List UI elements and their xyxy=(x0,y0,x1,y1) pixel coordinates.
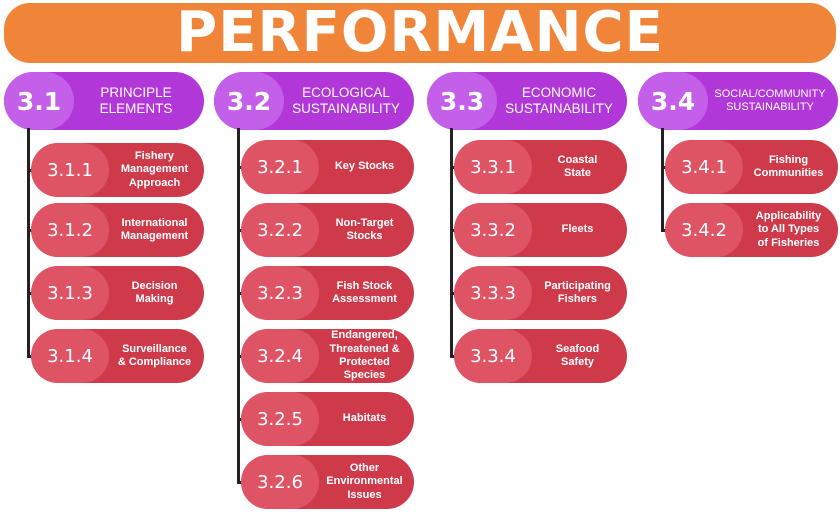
item-3-2-1: 3.2.1 Key Stocks xyxy=(241,140,414,194)
column-social-community-sustainability: 3.4 Social/Community Sustainability 3.4.… xyxy=(638,72,838,512)
item-3-4-1: 3.4.1 Fishing Communities xyxy=(665,140,838,194)
item-label: Applicability to All Types of Fisheries xyxy=(755,209,822,249)
column-economic-sustainability: 3.3 Economic Sustainability 3.3.1 Coasta… xyxy=(427,72,627,512)
column-header: 3.1 Principle Elements xyxy=(4,72,204,130)
item-3-1-4: 3.1.4 Surveillance & Compliance xyxy=(31,329,204,383)
item-code: 3.4.2 xyxy=(665,203,743,257)
item-label: Key Stocks xyxy=(334,160,395,173)
column-header: 3.2 Ecological Sustainability xyxy=(214,72,414,130)
item-label: Fishery Management Approach xyxy=(120,149,189,189)
item-label: International Management xyxy=(120,216,189,242)
item-label: Fish Stock Assessment xyxy=(332,279,397,305)
item-3-3-1: 3.3.1 Coastal State xyxy=(454,140,627,194)
item-label: Decision Making xyxy=(131,279,178,305)
item-label: Surveillance & Compliance xyxy=(117,342,192,368)
performance-banner: PERFORMANCE xyxy=(4,3,836,63)
item-3-2-2: 3.2.2 Non-Target Stocks xyxy=(241,203,414,257)
item-label: Non-Target Stocks xyxy=(335,216,394,242)
connector-line xyxy=(27,128,30,358)
item-3-2-5: 3.2.5 Habitats xyxy=(241,392,414,446)
item-3-1-2: 3.1.2 International Management xyxy=(31,203,204,257)
item-label: Other Environmental Issues xyxy=(326,461,403,501)
item-code: 3.3.1 xyxy=(454,140,532,194)
item-label: Fishing Communities xyxy=(753,153,824,179)
column-label: Ecological Sustainability xyxy=(292,84,400,116)
connector-line xyxy=(237,128,240,484)
column-code: 3.2 xyxy=(214,72,284,130)
column-header: 3.4 Social/Community Sustainability xyxy=(638,72,838,130)
column-label: Economic Sustainability xyxy=(505,84,613,116)
item-3-3-3: 3.3.3 Participating Fishers xyxy=(454,266,627,320)
column-label: Social/Community Sustainability xyxy=(714,87,826,113)
item-label: Participating Fishers xyxy=(544,279,611,305)
item-3-3-4: 3.3.4 Seafood Safety xyxy=(454,329,627,383)
item-3-2-4: 3.2.4 Endangered, Threatened & Protected… xyxy=(241,329,414,383)
item-code: 3.1.3 xyxy=(31,266,109,320)
item-label: Coastal State xyxy=(557,153,598,179)
item-3-3-2: 3.3.2 Fleets xyxy=(454,203,627,257)
item-label: Seafood Safety xyxy=(555,342,600,368)
connector-line xyxy=(450,128,453,358)
item-3-2-3: 3.2.3 Fish Stock Assessment xyxy=(241,266,414,320)
column-code: 3.4 xyxy=(638,72,708,130)
item-3-1-1: 3.1.1 Fishery Management Approach xyxy=(31,143,204,197)
item-code: 3.2.1 xyxy=(241,140,319,194)
item-label: Habitats xyxy=(342,412,387,425)
item-code: 3.1.4 xyxy=(31,329,109,383)
item-code: 3.2.3 xyxy=(241,266,319,320)
item-code: 3.2.6 xyxy=(241,455,319,509)
item-3-1-3: 3.1.3 Decision Making xyxy=(31,266,204,320)
item-code: 3.4.1 xyxy=(665,140,743,194)
item-3-2-6: 3.2.6 Other Environmental Issues xyxy=(241,455,414,509)
banner-title: PERFORMANCE xyxy=(176,0,664,65)
item-code: 3.1.2 xyxy=(31,203,109,257)
item-3-4-2: 3.4.2 Applicability to All Types of Fish… xyxy=(665,203,838,257)
column-principle-elements: 3.1 Principle Elements 3.1.1 Fishery Man… xyxy=(4,72,204,512)
item-label: Endangered, Threatened & Protected Speci… xyxy=(329,329,400,382)
item-code: 3.2.2 xyxy=(241,203,319,257)
column-header: 3.3 Economic Sustainability xyxy=(427,72,627,130)
item-code: 3.2.5 xyxy=(241,392,319,446)
column-code: 3.1 xyxy=(4,72,74,130)
item-code: 3.3.4 xyxy=(454,329,532,383)
item-code: 3.2.4 xyxy=(241,329,319,383)
item-code: 3.3.3 xyxy=(454,266,532,320)
connector-line xyxy=(661,128,664,232)
item-code: 3.3.2 xyxy=(454,203,532,257)
column-ecological-sustainability: 3.2 Ecological Sustainability 3.2.1 Key … xyxy=(214,72,414,512)
column-code: 3.3 xyxy=(427,72,497,130)
item-label: Fleets xyxy=(561,223,594,236)
column-label: Principle Elements xyxy=(99,84,173,116)
item-code: 3.1.1 xyxy=(31,143,109,197)
